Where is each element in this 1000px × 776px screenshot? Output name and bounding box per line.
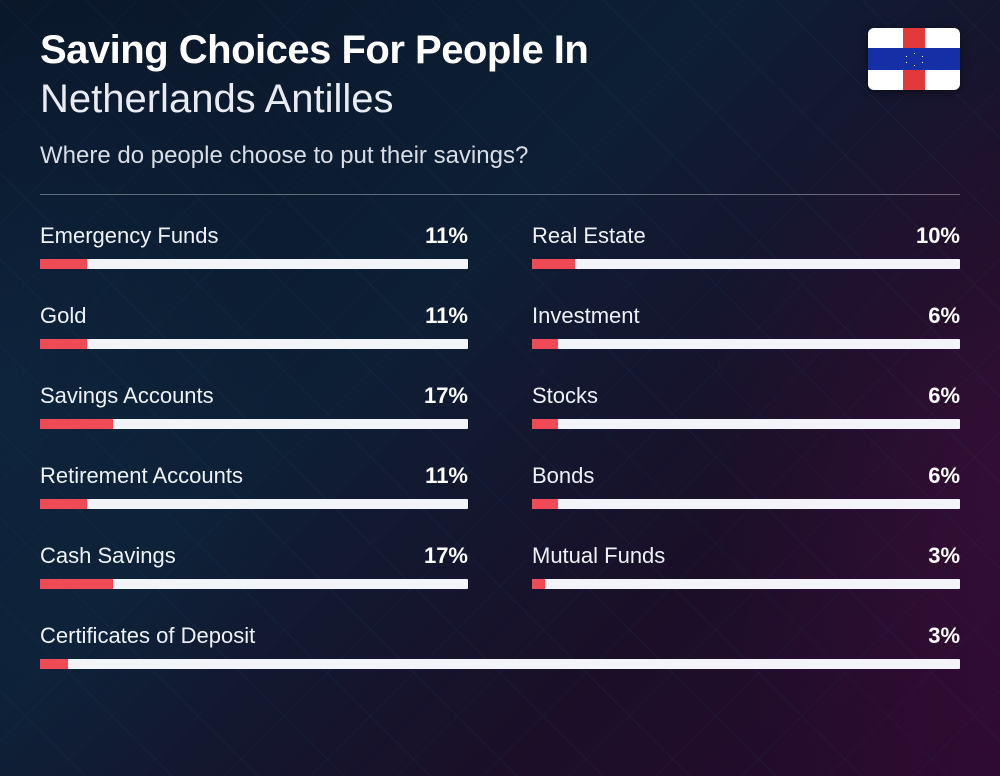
bar-track: [40, 259, 468, 269]
title-group: Saving Choices For People In Netherlands…: [40, 28, 848, 170]
infographic-root: Saving Choices For People In Netherlands…: [0, 0, 1000, 776]
bar-label: Retirement Accounts: [40, 463, 243, 489]
bar-value: 6%: [928, 303, 960, 329]
bar-item: Savings Accounts 17%: [40, 383, 468, 429]
bar-fill: [40, 419, 113, 429]
bar-label: Real Estate: [532, 223, 646, 249]
bar-item: Real Estate 10%: [532, 223, 960, 269]
bar-value: 10%: [916, 223, 960, 249]
bar-item-head: Cash Savings 17%: [40, 543, 468, 569]
bar-item: Retirement Accounts 11%: [40, 463, 468, 509]
header: Saving Choices For People In Netherlands…: [40, 28, 960, 170]
bar-chart-grid: Emergency Funds 11% Real Estate 10% Gold 11% I…: [40, 223, 960, 669]
bar-item: Certificates of Deposit 3%: [40, 623, 960, 669]
bar-label: Certificates of Deposit: [40, 623, 255, 649]
bar-item-head: Retirement Accounts 11%: [40, 463, 468, 489]
bar-item: Gold 11%: [40, 303, 468, 349]
bar-label: Gold: [40, 303, 86, 329]
bar-label: Bonds: [532, 463, 594, 489]
bar-track: [40, 499, 468, 509]
bar-fill: [40, 339, 87, 349]
bar-item-head: Bonds 6%: [532, 463, 960, 489]
bar-fill: [40, 259, 87, 269]
bar-track: [40, 339, 468, 349]
bar-label: Savings Accounts: [40, 383, 214, 409]
bar-item-head: Gold 11%: [40, 303, 468, 329]
bar-item: Investment 6%: [532, 303, 960, 349]
bar-value: 17%: [424, 383, 468, 409]
bar-item-head: Certificates of Deposit 3%: [40, 623, 960, 649]
bar-track: [40, 419, 468, 429]
bar-item: Mutual Funds 3%: [532, 543, 960, 589]
bar-item-head: Emergency Funds 11%: [40, 223, 468, 249]
bar-fill: [532, 419, 558, 429]
bar-item-head: Savings Accounts 17%: [40, 383, 468, 409]
bar-fill: [40, 499, 87, 509]
bar-value: 3%: [928, 543, 960, 569]
bar-fill: [40, 579, 113, 589]
bar-fill: [532, 499, 558, 509]
bar-label: Cash Savings: [40, 543, 176, 569]
bar-value: 3%: [928, 623, 960, 649]
bar-item-head: Stocks 6%: [532, 383, 960, 409]
bar-track: [532, 579, 960, 589]
bar-label: Mutual Funds: [532, 543, 665, 569]
bar-fill: [532, 259, 575, 269]
bar-label: Investment: [532, 303, 640, 329]
title-line-1: Saving Choices For People In: [40, 28, 848, 72]
bar-item-head: Real Estate 10%: [532, 223, 960, 249]
bar-track: [532, 499, 960, 509]
bar-track: [532, 419, 960, 429]
bar-item: Stocks 6%: [532, 383, 960, 429]
bar-item: Cash Savings 17%: [40, 543, 468, 589]
title-line-2: Netherlands Antilles: [40, 74, 848, 124]
bar-track: [532, 259, 960, 269]
bar-track: [40, 579, 468, 589]
bar-value: 6%: [928, 463, 960, 489]
subtitle: Where do people choose to put their savi…: [40, 142, 848, 170]
bar-item: Emergency Funds 11%: [40, 223, 468, 269]
bar-fill: [532, 579, 545, 589]
bar-value: 17%: [424, 543, 468, 569]
bar-item: Bonds 6%: [532, 463, 960, 509]
bar-fill: [532, 339, 558, 349]
bar-track: [40, 659, 960, 669]
bar-item-head: Mutual Funds 3%: [532, 543, 960, 569]
bar-item-head: Investment 6%: [532, 303, 960, 329]
bar-label: Emergency Funds: [40, 223, 219, 249]
bar-value: 11%: [425, 223, 468, 249]
bar-fill: [40, 659, 68, 669]
flag-icon: [868, 28, 960, 90]
bar-value: 6%: [928, 383, 960, 409]
bar-value: 11%: [425, 303, 468, 329]
bar-track: [532, 339, 960, 349]
bar-label: Stocks: [532, 383, 598, 409]
divider: [40, 194, 960, 195]
bar-value: 11%: [425, 463, 468, 489]
